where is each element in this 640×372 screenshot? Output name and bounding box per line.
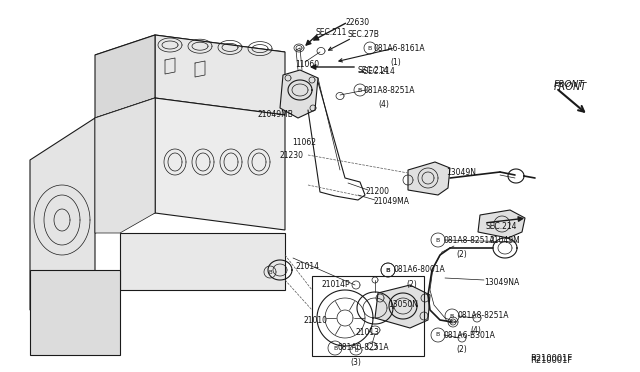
Text: SEC.211: SEC.211	[315, 28, 346, 37]
Text: (2): (2)	[456, 345, 467, 354]
Text: B: B	[333, 346, 337, 350]
Polygon shape	[95, 98, 155, 233]
Polygon shape	[30, 118, 95, 310]
Polygon shape	[155, 35, 285, 115]
Text: B: B	[358, 87, 362, 93]
Text: 11060: 11060	[295, 60, 319, 69]
Text: B: B	[386, 267, 390, 273]
Text: SEC.214: SEC.214	[358, 66, 390, 75]
Text: 21014P: 21014P	[322, 280, 351, 289]
Text: B: B	[436, 237, 440, 243]
Text: B: B	[450, 314, 454, 318]
Polygon shape	[375, 285, 430, 328]
Polygon shape	[478, 210, 525, 238]
Text: 081A6-8161A: 081A6-8161A	[374, 44, 426, 52]
Text: (4): (4)	[470, 326, 481, 335]
Polygon shape	[408, 162, 450, 195]
Text: 21014: 21014	[296, 262, 320, 271]
Text: 21049MB: 21049MB	[258, 110, 294, 119]
Text: FRONT: FRONT	[554, 80, 585, 89]
Text: 22630: 22630	[345, 18, 369, 27]
Text: FRONT: FRONT	[554, 82, 588, 92]
Text: 081A8-8251A: 081A8-8251A	[444, 235, 495, 244]
Text: 11062: 11062	[292, 138, 316, 147]
Text: B: B	[368, 45, 372, 51]
Text: 21010: 21010	[304, 316, 328, 325]
Text: 13049N: 13049N	[446, 168, 476, 177]
Text: 081A0-8251A: 081A0-8251A	[338, 343, 390, 353]
Text: 13049NA: 13049NA	[484, 278, 519, 287]
Text: →SEC.214: →SEC.214	[358, 67, 396, 76]
Text: 21049MA: 21049MA	[373, 197, 409, 206]
Polygon shape	[155, 98, 285, 230]
Text: R210001F: R210001F	[530, 356, 572, 365]
Text: 21200: 21200	[365, 187, 389, 196]
Polygon shape	[95, 35, 285, 72]
Text: (2): (2)	[406, 280, 417, 289]
Text: 21013: 21013	[356, 328, 380, 337]
Text: (3): (3)	[350, 358, 361, 367]
Text: (2): (2)	[456, 250, 467, 259]
Text: B: B	[268, 269, 272, 275]
Text: 081A8-8251A: 081A8-8251A	[458, 311, 509, 321]
Text: 21049M: 21049M	[490, 235, 521, 244]
Text: 13050N: 13050N	[388, 300, 418, 309]
Text: R210001F: R210001F	[530, 354, 572, 363]
Text: 081A8-8251A: 081A8-8251A	[364, 86, 415, 94]
Text: SEC.214: SEC.214	[485, 222, 516, 231]
Text: 081A6-B301A: 081A6-B301A	[444, 330, 496, 340]
Polygon shape	[95, 98, 155, 233]
Text: B: B	[436, 333, 440, 337]
Text: B: B	[386, 267, 390, 273]
Text: 081A6-8001A: 081A6-8001A	[394, 266, 445, 275]
Polygon shape	[280, 70, 318, 118]
Text: (1): (1)	[390, 58, 401, 67]
Polygon shape	[95, 35, 155, 118]
Text: B: B	[354, 347, 358, 353]
Text: (4): (4)	[378, 100, 389, 109]
Polygon shape	[120, 233, 285, 290]
Text: SEC.27B: SEC.27B	[348, 30, 380, 39]
Text: 21230: 21230	[280, 151, 304, 160]
Bar	[312, 276, 424, 356]
Polygon shape	[30, 270, 120, 355]
